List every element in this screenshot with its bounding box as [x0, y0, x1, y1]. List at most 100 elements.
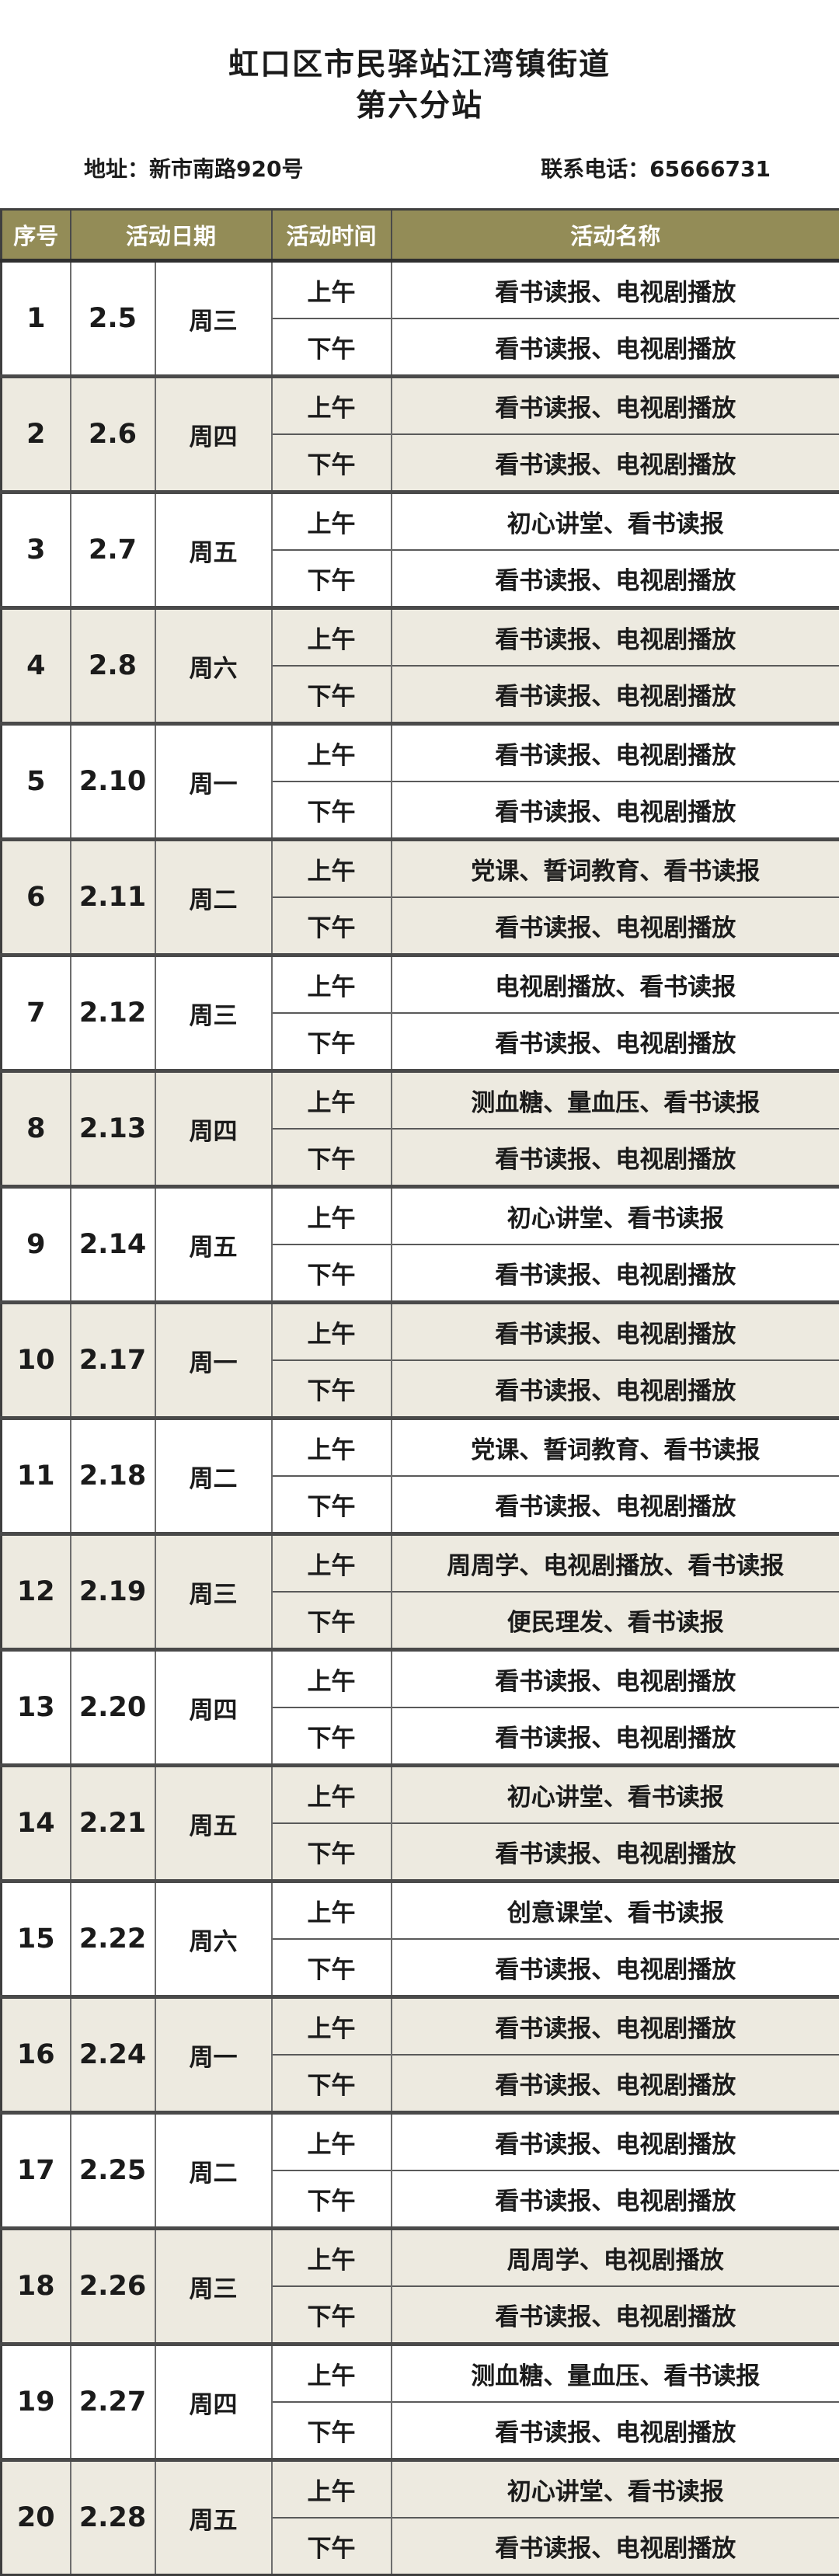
schedule-row-am: 12 2.19 周三 上午 周周学、电视剧播放、看书读报 — [2, 1534, 839, 1593]
schedule-row-am: 6 2.11 周二 上午 党课、誓词教育、看书读报 — [2, 840, 839, 898]
cell-activity-am: 看书读报、电视剧播放 — [392, 724, 839, 782]
schedule-row-am: 19 2.27 周四 上午 测血糖、量血压、看书读报 — [2, 2345, 839, 2403]
cell-activity-date: 2.27 — [71, 2345, 155, 2460]
cell-weekday: 周一 — [155, 1303, 272, 1419]
schedule-row-am: 20 2.28 周五 上午 初心讲堂、看书读报 — [2, 2460, 839, 2519]
schedule-row-am: 18 2.26 周三 上午 周周学、电视剧播放 — [2, 2229, 839, 2287]
cell-activity-date: 2.14 — [71, 1187, 155, 1303]
schedule-row-am: 7 2.12 周三 上午 电视剧播放、看书读报 — [2, 956, 839, 1014]
cell-time-am: 上午 — [272, 840, 392, 898]
cell-activity-date: 2.13 — [71, 1071, 155, 1187]
cell-activity-date: 2.8 — [71, 608, 155, 724]
cell-weekday: 周二 — [155, 840, 272, 956]
schedule-row-am: 9 2.14 周五 上午 初心讲堂、看书读报 — [2, 1187, 839, 1245]
cell-weekday: 周一 — [155, 724, 272, 840]
cell-row-number: 7 — [2, 956, 71, 1071]
cell-activity-am: 看书读报、电视剧播放 — [392, 1650, 839, 1708]
cell-activity-date: 2.19 — [71, 1534, 155, 1650]
cell-time-pm: 下午 — [272, 434, 392, 493]
cell-time-pm: 下午 — [272, 2518, 392, 2575]
cell-time-am: 上午 — [272, 608, 392, 667]
cell-weekday: 周四 — [155, 1071, 272, 1187]
cell-activity-pm: 看书读报、电视剧播放 — [392, 2518, 839, 2575]
cell-activity-am: 测血糖、量血压、看书读报 — [392, 2345, 839, 2403]
cell-time-pm: 下午 — [272, 550, 392, 608]
cell-activity-pm: 看书读报、电视剧播放 — [392, 1129, 839, 1187]
document-header: 虹口区市民驿站江湾镇街道 第六分站 地址：新市南路920号 联系电话：65666… — [0, 0, 839, 208]
cell-weekday: 周五 — [155, 493, 272, 608]
cell-row-number: 4 — [2, 608, 71, 724]
phone-label: 联系电话： — [541, 156, 649, 182]
schedule-row-am: 8 2.13 周四 上午 测血糖、量血压、看书读报 — [2, 1071, 839, 1130]
schedule-row-am: 4 2.8 周六 上午 看书读报、电视剧播放 — [2, 608, 839, 667]
cell-activity-am: 电视剧播放、看书读报 — [392, 956, 839, 1014]
cell-weekday: 周三 — [155, 1534, 272, 1650]
cell-time-am: 上午 — [272, 2460, 392, 2519]
cell-weekday: 周三 — [155, 956, 272, 1071]
cell-weekday: 周一 — [155, 1997, 272, 2113]
cell-time-am: 上午 — [272, 1766, 392, 1824]
cell-row-number: 12 — [2, 1534, 71, 1650]
cell-weekday: 周四 — [155, 2345, 272, 2460]
cell-activity-pm: 看书读报、电视剧播放 — [392, 1476, 839, 1534]
schedule-row-am: 16 2.24 周一 上午 看书读报、电视剧播放 — [2, 1997, 839, 2056]
cell-activity-am: 初心讲堂、看书读报 — [392, 1187, 839, 1245]
header-cell-date: 活动日期 — [71, 210, 272, 261]
cell-row-number: 16 — [2, 1997, 71, 2113]
cell-activity-pm: 看书读报、电视剧播放 — [392, 319, 839, 377]
cell-activity-am: 看书读报、电视剧播放 — [392, 2113, 839, 2171]
cell-activity-pm: 看书读报、电视剧播放 — [392, 1707, 839, 1766]
cell-time-am: 上午 — [272, 1882, 392, 1940]
schedule-row-am: 10 2.17 周一 上午 看书读报、电视剧播放 — [2, 1303, 839, 1361]
cell-row-number: 13 — [2, 1650, 71, 1766]
cell-row-number: 8 — [2, 1071, 71, 1187]
cell-activity-date: 2.20 — [71, 1650, 155, 1766]
cell-row-number: 9 — [2, 1187, 71, 1303]
cell-weekday: 周三 — [155, 261, 272, 377]
cell-activity-date: 2.10 — [71, 724, 155, 840]
cell-time-pm: 下午 — [272, 782, 392, 840]
cell-time-am: 上午 — [272, 1650, 392, 1708]
cell-activity-pm: 看书读报、电视剧播放 — [392, 666, 839, 724]
address-label: 地址： — [84, 156, 149, 182]
cell-activity-am: 看书读报、电视剧播放 — [392, 377, 839, 435]
cell-time-am: 上午 — [272, 2113, 392, 2171]
cell-time-am: 上午 — [272, 1997, 392, 2056]
cell-activity-am: 党课、誓词教育、看书读报 — [392, 840, 839, 898]
cell-activity-am: 初心讲堂、看书读报 — [392, 1766, 839, 1824]
cell-weekday: 周四 — [155, 1650, 272, 1766]
cell-activity-pm: 看书读报、电视剧播放 — [392, 2286, 839, 2345]
cell-time-pm: 下午 — [272, 1013, 392, 1071]
cell-activity-pm: 看书读报、电视剧播放 — [392, 2055, 839, 2113]
cell-weekday: 周四 — [155, 377, 272, 493]
cell-time-pm: 下午 — [272, 1129, 392, 1187]
cell-activity-am: 看书读报、电视剧播放 — [392, 1303, 839, 1361]
cell-activity-pm: 看书读报、电视剧播放 — [392, 782, 839, 840]
cell-row-number: 10 — [2, 1303, 71, 1419]
schedule-row-am: 17 2.25 周二 上午 看书读报、电视剧播放 — [2, 2113, 839, 2171]
cell-activity-am: 看书读报、电视剧播放 — [392, 608, 839, 667]
cell-time-pm: 下午 — [272, 1939, 392, 1997]
cell-row-number: 3 — [2, 493, 71, 608]
header-cell-time: 活动时间 — [272, 210, 392, 261]
cell-time-pm: 下午 — [272, 666, 392, 724]
cell-activity-am: 党课、誓词教育、看书读报 — [392, 1419, 839, 1477]
cell-activity-date: 2.6 — [71, 377, 155, 493]
cell-row-number: 1 — [2, 261, 71, 377]
cell-activity-am: 测血糖、量血压、看书读报 — [392, 1071, 839, 1130]
cell-row-number: 17 — [2, 2113, 71, 2229]
cell-time-pm: 下午 — [272, 1707, 392, 1766]
header-cell-index: 序号 — [2, 210, 71, 261]
cell-activity-date: 2.25 — [71, 2113, 155, 2229]
schedule-row-am: 5 2.10 周一 上午 看书读报、电视剧播放 — [2, 724, 839, 782]
cell-time-pm: 下午 — [272, 1823, 392, 1882]
page-title-line1: 虹口区市民驿站江湾镇街道 — [0, 44, 839, 85]
cell-activity-pm: 看书读报、电视剧播放 — [392, 550, 839, 608]
cell-activity-pm: 看书读报、电视剧播放 — [392, 434, 839, 493]
contact-row: 地址：新市南路920号 联系电话：65666731 — [0, 155, 839, 184]
cell-weekday: 周五 — [155, 1766, 272, 1882]
cell-time-pm: 下午 — [272, 319, 392, 377]
cell-time-am: 上午 — [272, 1187, 392, 1245]
cell-row-number: 11 — [2, 1419, 71, 1534]
cell-activity-date: 2.12 — [71, 956, 155, 1071]
